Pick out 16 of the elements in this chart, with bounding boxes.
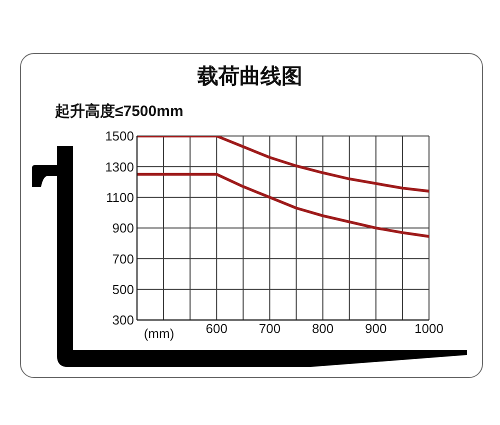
y-tick-label: 1100 bbox=[106, 190, 134, 205]
y-tick-label: 1300 bbox=[105, 159, 134, 174]
chart-title: 载荷曲线图 bbox=[198, 64, 302, 90]
chart-subtitle: 起升高度≤7500mm bbox=[55, 102, 184, 122]
y-tick-label: 1500 bbox=[105, 128, 134, 144]
x-tick-label: 1000 bbox=[414, 321, 444, 336]
x-tick-label: 900 bbox=[365, 321, 387, 336]
x-tick-label: 700 bbox=[258, 321, 281, 336]
y-tick-label: 300 bbox=[112, 312, 134, 328]
line-series bbox=[137, 172, 429, 238]
y-tick-label: 700 bbox=[112, 251, 134, 266]
x-tick-label: 800 bbox=[312, 321, 334, 336]
x-axis-title: (mm) bbox=[144, 326, 174, 341]
x-tick-label: 600 bbox=[206, 321, 228, 336]
y-tick-label: 900 bbox=[112, 220, 134, 236]
y-tick-label: 500 bbox=[112, 282, 134, 297]
